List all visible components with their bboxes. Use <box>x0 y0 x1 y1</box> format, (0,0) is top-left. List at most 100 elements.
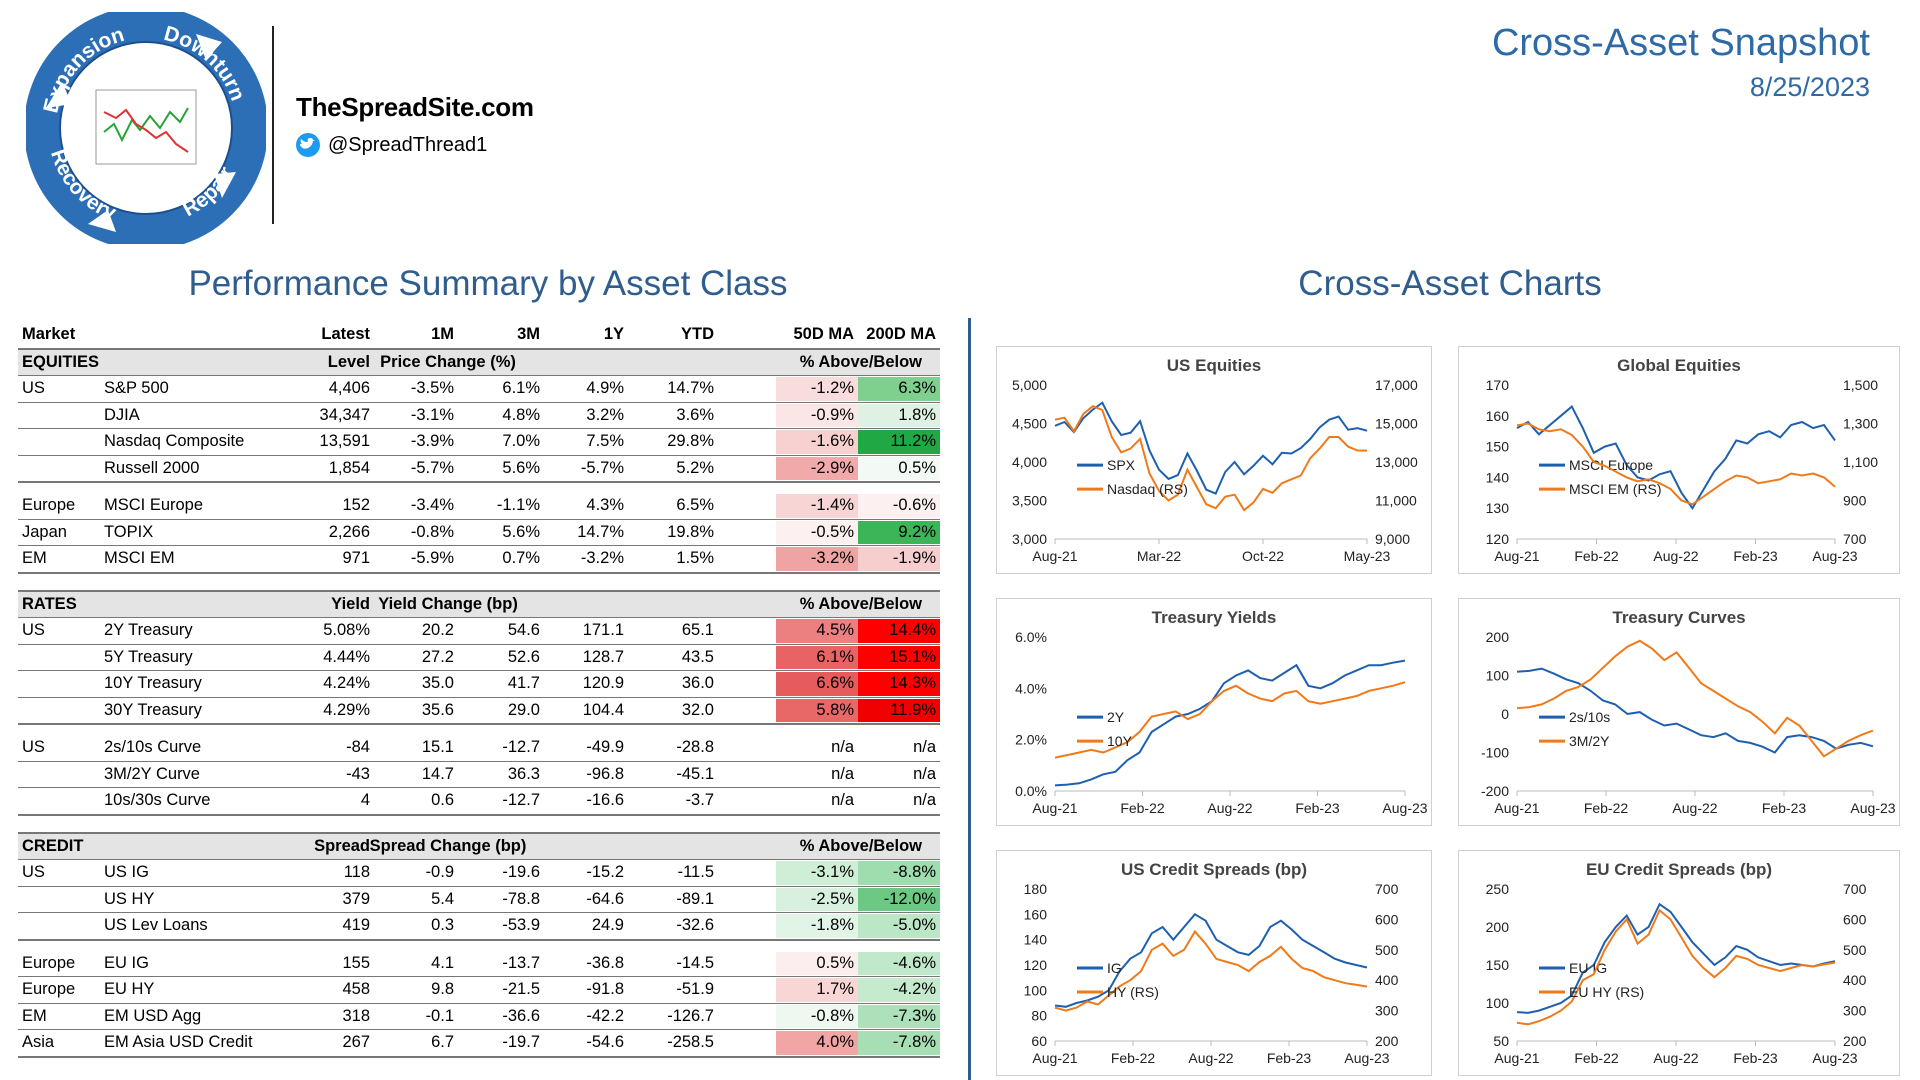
chart-svg: Treasury Yields 0.0% 2.0% 4.0% 6.0% Aug-21 Feb… <box>1015 608 1428 816</box>
group-latest-label: Spread <box>314 836 370 855</box>
x-tick-label: Aug-23 <box>1344 1050 1389 1066</box>
cell-m1: -5.7% <box>410 458 454 477</box>
cell-y1: 24.9 <box>591 916 624 934</box>
y-tick-label: 0.0% <box>1015 783 1047 799</box>
ma50-heat-cell <box>776 1031 858 1055</box>
cell-ma200: -5.0% <box>892 916 936 934</box>
brand-divider <box>272 26 274 224</box>
series-line-1 <box>1054 681 1406 759</box>
y2-tick-label: 300 <box>1843 1003 1867 1019</box>
y-tick-label: 140 <box>1024 932 1048 948</box>
y-tick-label: 4.0% <box>1015 680 1047 696</box>
col-1m: 1M <box>431 325 454 343</box>
legend-label: SPX <box>1107 457 1136 473</box>
section-divider <box>968 318 971 1080</box>
cell-m3: 54.6 <box>507 621 540 639</box>
group-header-row: EQUITIES Level Price Change (%)% Above/Bel… <box>18 347 940 375</box>
table-body: EQUITIES Level Price Change (%)% Above/Bel… <box>18 347 940 1058</box>
ma200-heat-cell <box>858 494 940 518</box>
x-tick-label: Aug-21 <box>1032 548 1077 564</box>
series-line-1 <box>1054 929 1368 1012</box>
y2-tick-label: 15,000 <box>1375 416 1418 432</box>
cell-y1: -49.9 <box>586 738 624 756</box>
ma50-heat-cell <box>776 520 858 544</box>
cell-name: 10s/30s Curve <box>104 791 211 809</box>
cell-latest: 4,406 <box>328 379 370 397</box>
cell-ytd: -28.8 <box>676 738 714 756</box>
ma200-heat-cell <box>858 547 940 571</box>
y2-tick-label: 13,000 <box>1375 454 1418 470</box>
series-line-1 <box>1516 908 1836 1026</box>
cell-m1: 20.2 <box>421 621 454 639</box>
legend-label: MSCI Europe <box>1569 457 1653 473</box>
y2-tick-label: 700 <box>1843 881 1867 897</box>
cell-m1: 0.6 <box>431 791 454 809</box>
group-name: CREDIT <box>22 836 84 855</box>
cell-y1: -15.2 <box>586 863 624 881</box>
block-spacer <box>18 938 940 951</box>
cell-m3: 5.6% <box>502 522 540 541</box>
col-3m: 3M <box>517 325 540 343</box>
y-tick-label: 4,000 <box>1012 454 1047 470</box>
cell-ytd: -45.1 <box>676 764 714 783</box>
y-tick-label: 3,000 <box>1012 531 1047 547</box>
table-row: 3M/2Y Curve -43 14.7 36.3 -96.8 -45.1 n/a n/a <box>18 760 940 788</box>
cell-m3: -19.7 <box>502 1033 540 1051</box>
table-row: US 2Y Treasury 5.08% 20.2 54.6 171.1 65.1 4.5% 1… <box>18 617 940 644</box>
cell-latest: 971 <box>342 549 370 567</box>
ma50-heat-cell <box>776 861 858 885</box>
y-tick-label: 170 <box>1486 377 1510 393</box>
cell-latest: 4.29% <box>323 700 370 719</box>
table-row: US HY 379 5.4 -78.8 -64.6 -89.1 -2.5% -12.0% <box>18 885 940 913</box>
cell-ma200: 14.3% <box>889 674 936 692</box>
cell-m1: -3.9% <box>410 432 454 450</box>
cell-m1: -0.8% <box>410 522 454 541</box>
cell-ma50: -3.2% <box>810 549 854 567</box>
twitter-handle[interactable]: @SpreadThread1 <box>296 133 487 157</box>
x-tick-label: Aug-21 <box>1032 800 1077 816</box>
x-tick-label: Feb-22 <box>1574 1050 1619 1066</box>
cell-market: Europe <box>22 953 76 972</box>
legend-label: 10Y <box>1107 733 1133 749</box>
cell-m1: 14.7 <box>421 764 454 783</box>
table-row: Asia EM Asia USD Credit 267 6.7 -19.7 -54.6 -2… <box>18 1029 940 1058</box>
cell-y1: 4.3% <box>586 496 624 514</box>
cell-ytd: 32.0 <box>681 700 714 719</box>
cell-ma50: 6.1% <box>816 647 854 666</box>
cell-m3: -21.5 <box>502 980 540 998</box>
y-tick-label: 0 <box>1501 706 1509 722</box>
cell-m3: -1.1% <box>496 496 540 514</box>
cell-m3: 0.7% <box>502 549 540 567</box>
chart-svg: Global Equities 120 130 140 150 160 170 700 900 1… <box>1486 356 1879 564</box>
legend-label: MSCI EM (RS) <box>1569 481 1662 497</box>
x-tick-label: Feb-22 <box>1584 800 1629 816</box>
x-tick-label: Aug-21 <box>1032 1050 1077 1066</box>
cell-latest: 152 <box>342 496 370 514</box>
y-tick-label: 140 <box>1486 469 1510 485</box>
cell-ytd: 6.5% <box>676 496 714 514</box>
site-name[interactable]: TheSpreadSite.com <box>296 92 534 122</box>
chart-svg: EU Credit Spreads (bp) 50 100 150 200 250 200 3… <box>1486 860 1867 1066</box>
cell-latest: 155 <box>342 953 370 972</box>
cell-ma200: 1.8% <box>898 405 936 424</box>
cell-ma50: -0.5% <box>810 522 854 541</box>
cell-ma50: -0.8% <box>810 1006 854 1025</box>
legend-label: EU IG <box>1569 960 1607 976</box>
y-tick-label: 200 <box>1486 919 1510 935</box>
series-line-0 <box>1516 405 1836 511</box>
col-ytd: YTD <box>681 325 714 343</box>
y-tick-label: 3,500 <box>1012 493 1047 509</box>
chart-title: Treasury Curves <box>1612 608 1745 627</box>
legend-label: EU HY (RS) <box>1569 984 1644 1000</box>
cell-m3: -78.8 <box>502 889 540 908</box>
y2-tick-label: 17,000 <box>1375 377 1418 393</box>
cell-m3: 29.0 <box>507 700 540 719</box>
cell-market: Asia <box>22 1033 55 1051</box>
ma50-heat-cell <box>776 914 858 938</box>
col-50d-ma: 50D MA <box>793 325 854 343</box>
y2-tick-label: 400 <box>1375 972 1399 988</box>
chart-treasury-yields: Treasury Yields 0.0% 2.0% 4.0% 6.0% Aug-21 Feb… <box>996 598 1432 826</box>
x-tick-label: Aug-23 <box>1812 548 1857 564</box>
cell-market: US <box>22 863 45 881</box>
cell-ma50: -0.9% <box>810 405 854 424</box>
